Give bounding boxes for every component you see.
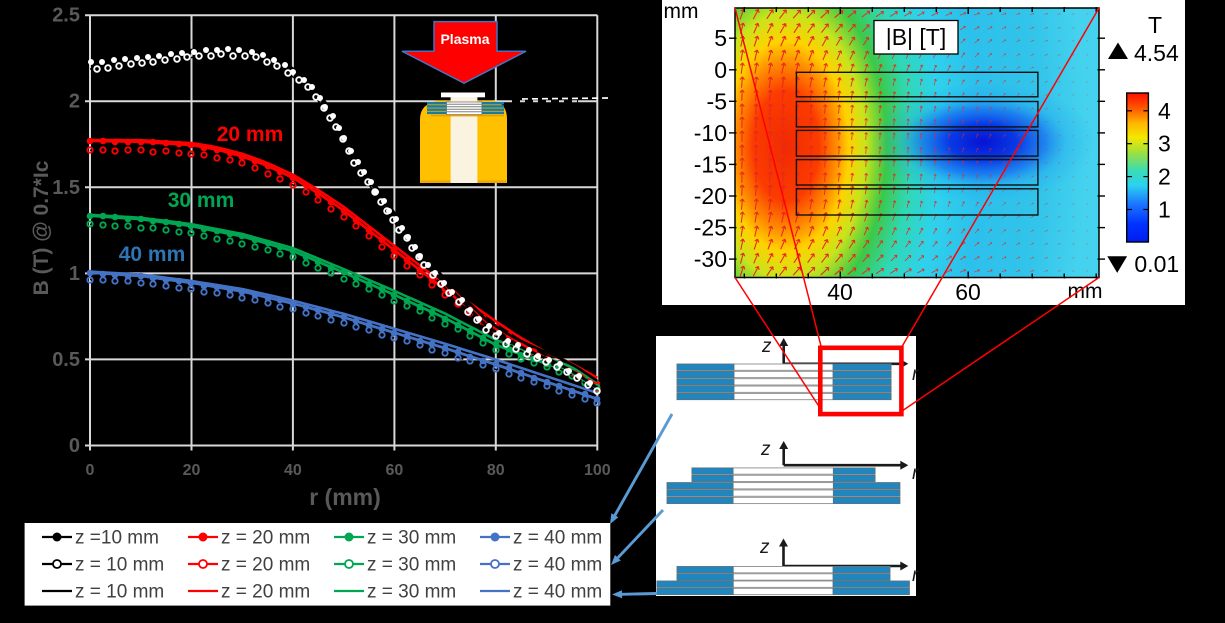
svg-text:z = 40 mm: z = 40 mm [513,582,602,603]
svg-text:-20: -20 [694,183,727,209]
svg-text:0.01: 0.01 [1134,251,1179,277]
svg-text:4: 4 [1158,98,1171,124]
svg-text:40 mm: 40 mm [119,243,186,266]
svg-text:r: r [912,463,919,484]
svg-text:-15: -15 [694,151,727,177]
svg-text:T: T [1148,12,1162,38]
svg-text:60: 60 [386,462,404,479]
svg-text:-10: -10 [694,120,727,146]
svg-text:3: 3 [1158,131,1171,157]
svg-text:mm: mm [664,0,699,23]
svg-text:r (mm): r (mm) [309,484,381,510]
svg-text:z = 10 mm: z = 10 mm [75,555,164,576]
svg-text:z: z [761,336,772,357]
svg-text:1: 1 [69,263,80,285]
svg-text:4.54: 4.54 [1134,40,1179,66]
svg-text:-5: -5 [707,88,727,114]
svg-text:2: 2 [69,91,80,113]
svg-text:z = 10 mm: z = 10 mm [75,582,164,603]
svg-text:0: 0 [714,57,727,83]
svg-text:0: 0 [69,435,80,457]
svg-text:r: r [912,565,919,586]
svg-text:5: 5 [714,25,727,51]
svg-text:60: 60 [955,279,981,305]
svg-text:mm: mm [1068,280,1103,303]
svg-text:B (T) @ 0.7*Ic: B (T) @ 0.7*Ic [30,160,53,295]
svg-text:z = 20 mm: z = 20 mm [221,528,310,549]
svg-text:20 mm: 20 mm [217,123,284,146]
svg-text:z = 40 mm: z = 40 mm [513,528,602,549]
svg-text:r: r [912,364,919,385]
svg-text:z = 40 mm: z = 40 mm [513,555,602,576]
svg-text:z = 20 mm: z = 20 mm [221,555,310,576]
svg-text:40: 40 [827,279,853,305]
svg-text:Plasma: Plasma [440,31,489,47]
svg-text:40: 40 [284,462,302,479]
svg-text:z = 30 mm: z = 30 mm [367,528,456,549]
svg-text:z = 20 mm: z = 20 mm [221,582,310,603]
svg-text:1.5: 1.5 [52,177,80,199]
svg-text:|B| [T]: |B| [T] [886,24,947,50]
svg-text:20: 20 [183,462,201,479]
svg-text:1: 1 [1158,197,1171,223]
svg-text:80: 80 [487,462,505,479]
svg-text:100: 100 [584,462,611,479]
svg-text:2: 2 [1158,164,1171,190]
svg-text:0: 0 [86,462,95,479]
svg-text:z = 30 mm: z = 30 mm [367,555,456,576]
svg-text:-25: -25 [694,215,727,241]
svg-text:-30: -30 [694,246,727,272]
svg-text:z = 30 mm: z = 30 mm [367,582,456,603]
svg-text:2.5: 2.5 [52,5,80,27]
svg-text:z: z [759,537,770,558]
svg-text:30 mm: 30 mm [168,189,235,212]
svg-text:0.5: 0.5 [52,349,80,371]
svg-text:z: z [760,439,771,460]
svg-text:z =10 mm: z =10 mm [75,528,159,549]
